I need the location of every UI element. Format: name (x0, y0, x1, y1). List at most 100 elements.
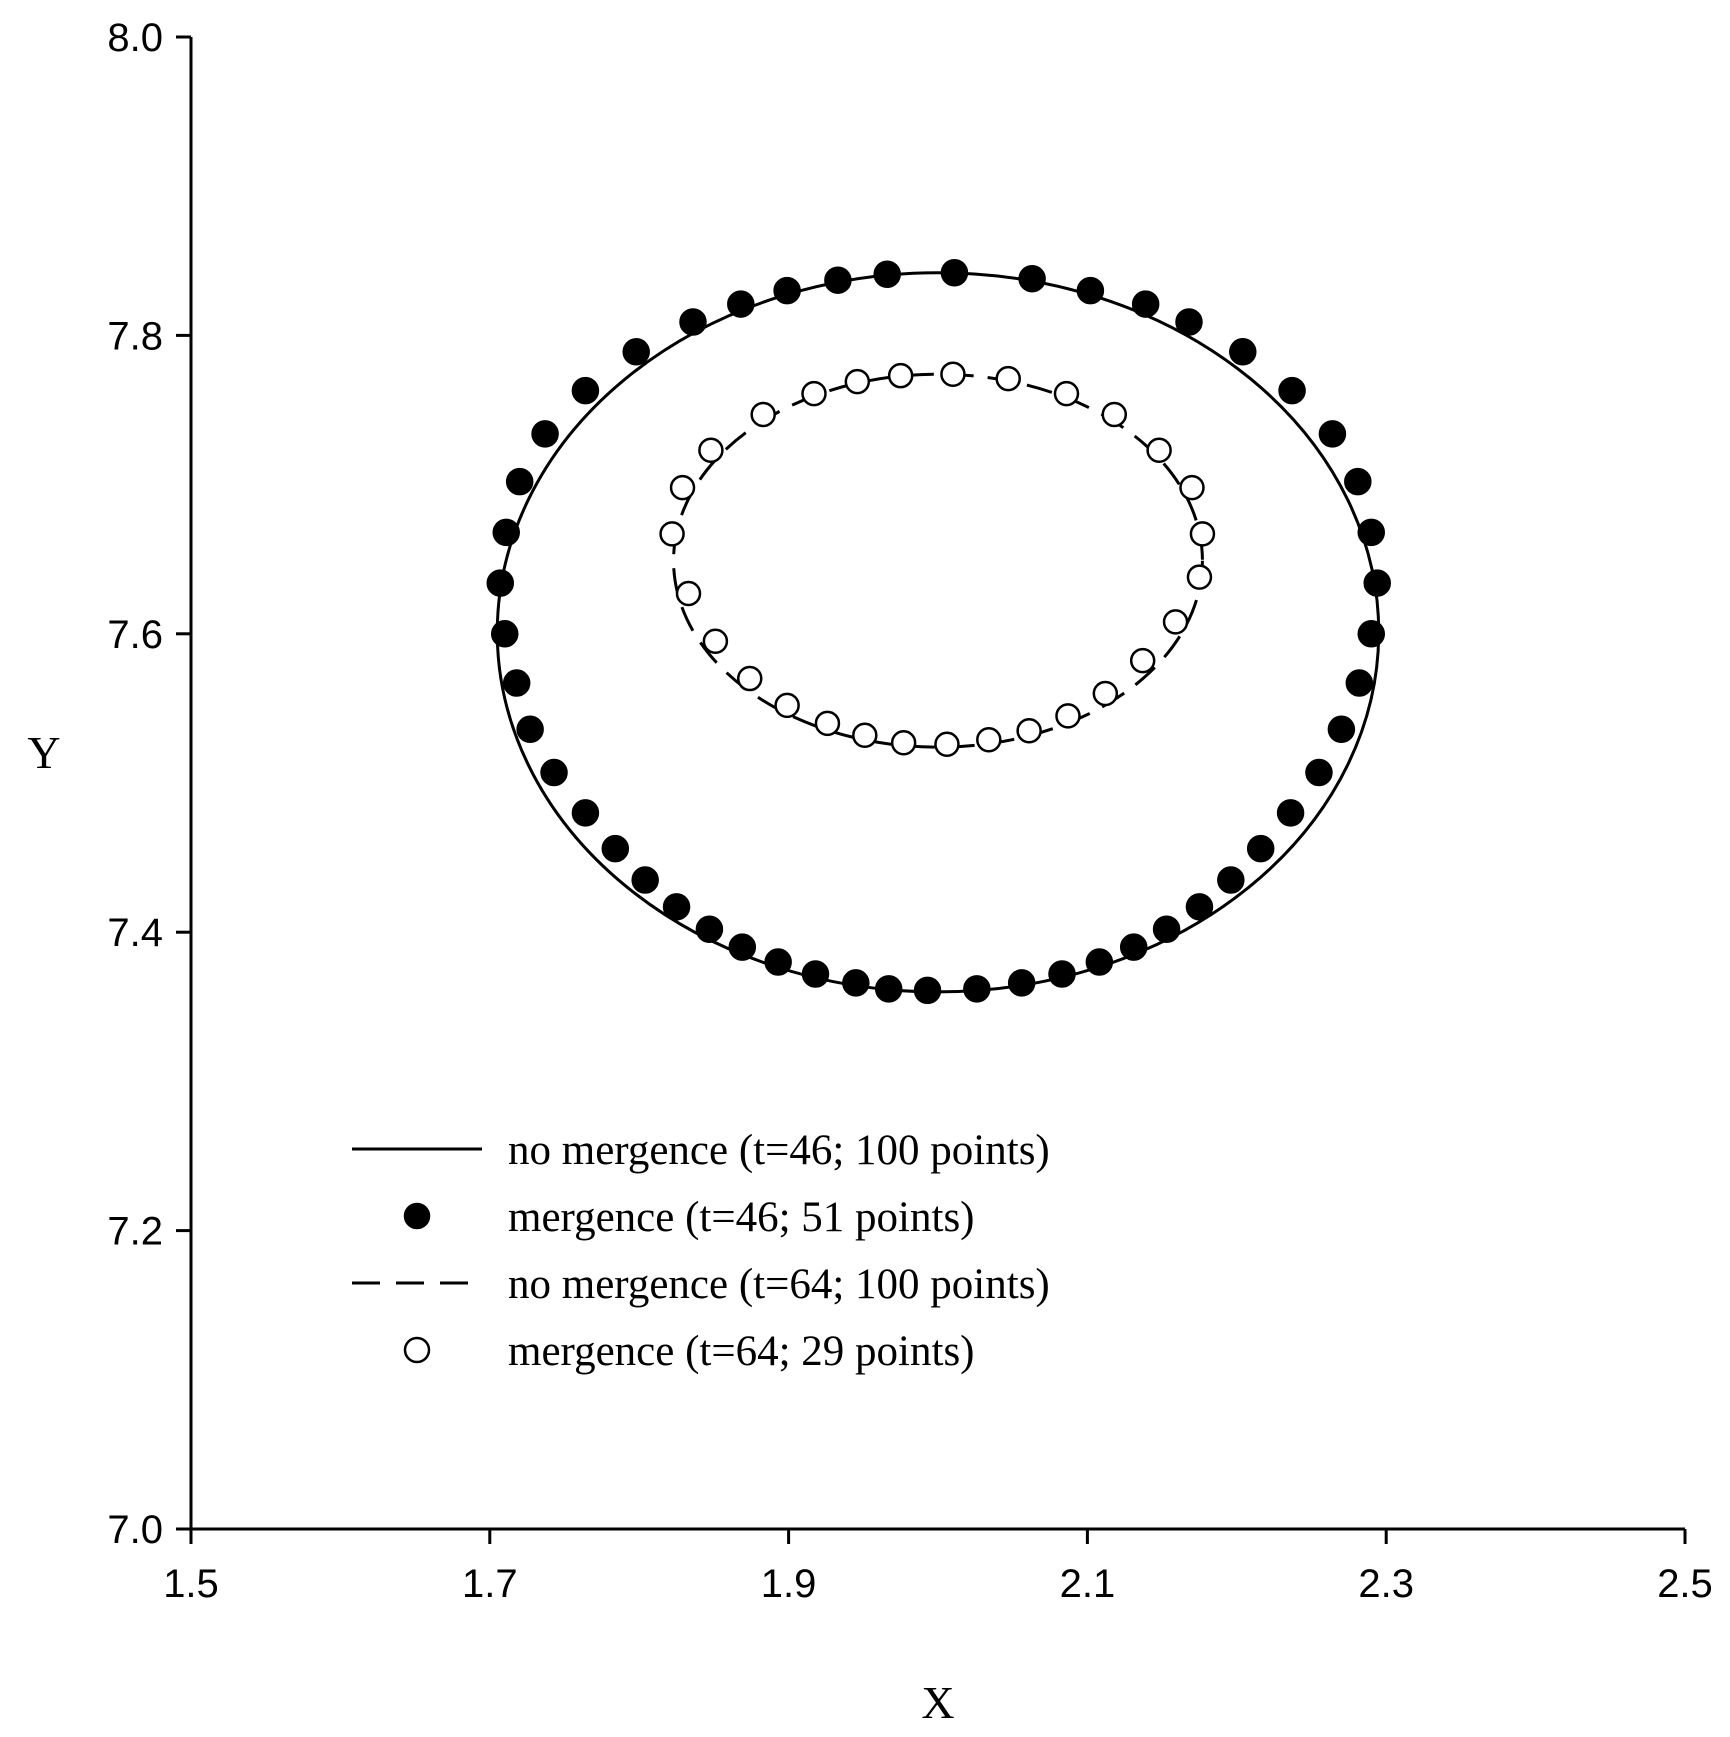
data-point-open (1189, 521, 1216, 547)
data-point-open (976, 726, 1002, 753)
plot-area: 1.5 1.7 1.9 2.1 2.3 2.5 7.0 7.2 7.4 7.6 7.8 8.0 (107, 16, 1712, 1606)
data-point-filled (1229, 338, 1257, 366)
data-point-filled (727, 290, 755, 318)
y-tick-label: 7.0 (107, 1508, 163, 1552)
data-point-filled (1076, 276, 1105, 305)
data-point-open (1101, 401, 1128, 428)
data-point-filled (773, 276, 801, 305)
data-point-filled (505, 467, 534, 496)
data-point-open (1055, 703, 1081, 729)
data-point-filled (728, 933, 757, 961)
data-point-filled (1048, 960, 1076, 988)
x-tick-label: 2.5 (1657, 1562, 1713, 1606)
data-point-open (774, 692, 800, 719)
data-point-filled (913, 976, 942, 1005)
data-point-filled (631, 866, 659, 894)
data-point-open (1186, 564, 1213, 590)
data-point-filled (842, 969, 870, 997)
data-point-filled (1276, 799, 1305, 827)
data-point-filled (622, 338, 650, 366)
y-tick-label: 7.8 (107, 314, 163, 358)
legend: no mergence (t=46; 100 points) mergence … (352, 1127, 1050, 1375)
data-point-open (675, 580, 702, 607)
x-tick-label: 1.5 (163, 1562, 219, 1606)
data-point-open (801, 380, 827, 407)
data-point-open (887, 362, 914, 389)
data-point-filled (1345, 669, 1374, 697)
series-line-dashed (672, 372, 1204, 749)
data-point-filled (571, 376, 600, 405)
data-point-filled (1318, 420, 1347, 448)
data-point-filled (492, 518, 520, 547)
data-point-filled (531, 420, 559, 448)
data-point-filled (1327, 715, 1356, 744)
x-ticks: 1.5 1.7 1.9 2.1 2.3 2.5 (163, 1529, 1713, 1606)
data-point-open (698, 437, 724, 464)
data-point-filled (662, 893, 691, 921)
data-point-filled (1357, 518, 1386, 547)
legend-label: no mergence (t=64; 100 points) (508, 1261, 1050, 1308)
data-point-filled (486, 569, 515, 597)
data-point-open (995, 365, 1021, 392)
data-point-open (1053, 380, 1080, 407)
legend-symbol-open-circle (403, 1336, 431, 1364)
data-point-filled (801, 960, 830, 988)
legend-symbol-filled-circle (403, 1202, 431, 1230)
y-ticks: 7.0 7.2 7.4 7.6 7.8 8.0 (107, 16, 191, 1552)
data-point-filled (940, 258, 969, 287)
data-point-filled (1185, 893, 1214, 921)
x-axis-title: X (921, 1677, 954, 1728)
y-tick-label: 7.6 (107, 613, 163, 657)
data-point-filled (490, 620, 519, 648)
data-point-filled (824, 266, 852, 294)
data-point-filled (873, 260, 901, 288)
data-point-filled (1278, 376, 1306, 405)
series-layer (486, 258, 1391, 1005)
data-point-filled (516, 715, 544, 744)
data-point-open (1092, 680, 1119, 707)
data-point-filled (1175, 308, 1203, 336)
data-point-filled (1246, 834, 1275, 863)
data-point-open (1179, 474, 1205, 501)
data-point-filled (1363, 569, 1391, 597)
data-point-open (1162, 609, 1189, 635)
x-tick-label: 1.7 (462, 1562, 518, 1606)
x-tick-label: 1.9 (761, 1562, 817, 1606)
data-point-filled (1357, 620, 1386, 648)
data-point-filled (874, 975, 903, 1003)
data-point-filled (963, 975, 991, 1003)
data-point-filled (1217, 866, 1245, 894)
data-point-open (1146, 437, 1172, 464)
legend-label: no mergence (t=46; 100 points) (508, 1127, 1050, 1174)
data-point-open (852, 722, 878, 749)
legend-label: mergence (t=64; 29 points) (508, 1328, 975, 1375)
data-point-filled (695, 915, 724, 943)
y-tick-label: 7.2 (107, 1210, 163, 1254)
data-point-filled (540, 758, 568, 787)
legend-item: no mergence (t=64; 100 points) (352, 1261, 1050, 1308)
data-point-filled (1344, 467, 1372, 496)
data-point-open (1129, 647, 1156, 674)
data-point-open (890, 729, 917, 756)
x-tick-label: 2.3 (1358, 1562, 1414, 1606)
y-tick-label: 8.0 (107, 16, 163, 60)
data-point-filled (601, 834, 630, 863)
data-point-open (669, 474, 696, 501)
data-point-open (702, 628, 729, 655)
legend-item: mergence (t=46; 51 points) (403, 1194, 975, 1241)
data-point-open (934, 731, 960, 757)
legend-item: mergence (t=64; 29 points) (403, 1328, 975, 1375)
data-point-open (814, 710, 841, 737)
data-point-open (737, 665, 763, 692)
data-point-filled (1007, 969, 1036, 997)
x-tick-label: 2.1 (1060, 1562, 1116, 1606)
data-point-open (659, 521, 685, 547)
data-point-filled (1119, 933, 1148, 961)
y-tick-label: 7.4 (107, 911, 163, 955)
y-axis-title: Y (27, 727, 60, 778)
data-point-open (750, 401, 776, 428)
data-point-filled (502, 669, 531, 697)
data-point-filled (1018, 264, 1046, 293)
data-point-filled (571, 799, 600, 827)
